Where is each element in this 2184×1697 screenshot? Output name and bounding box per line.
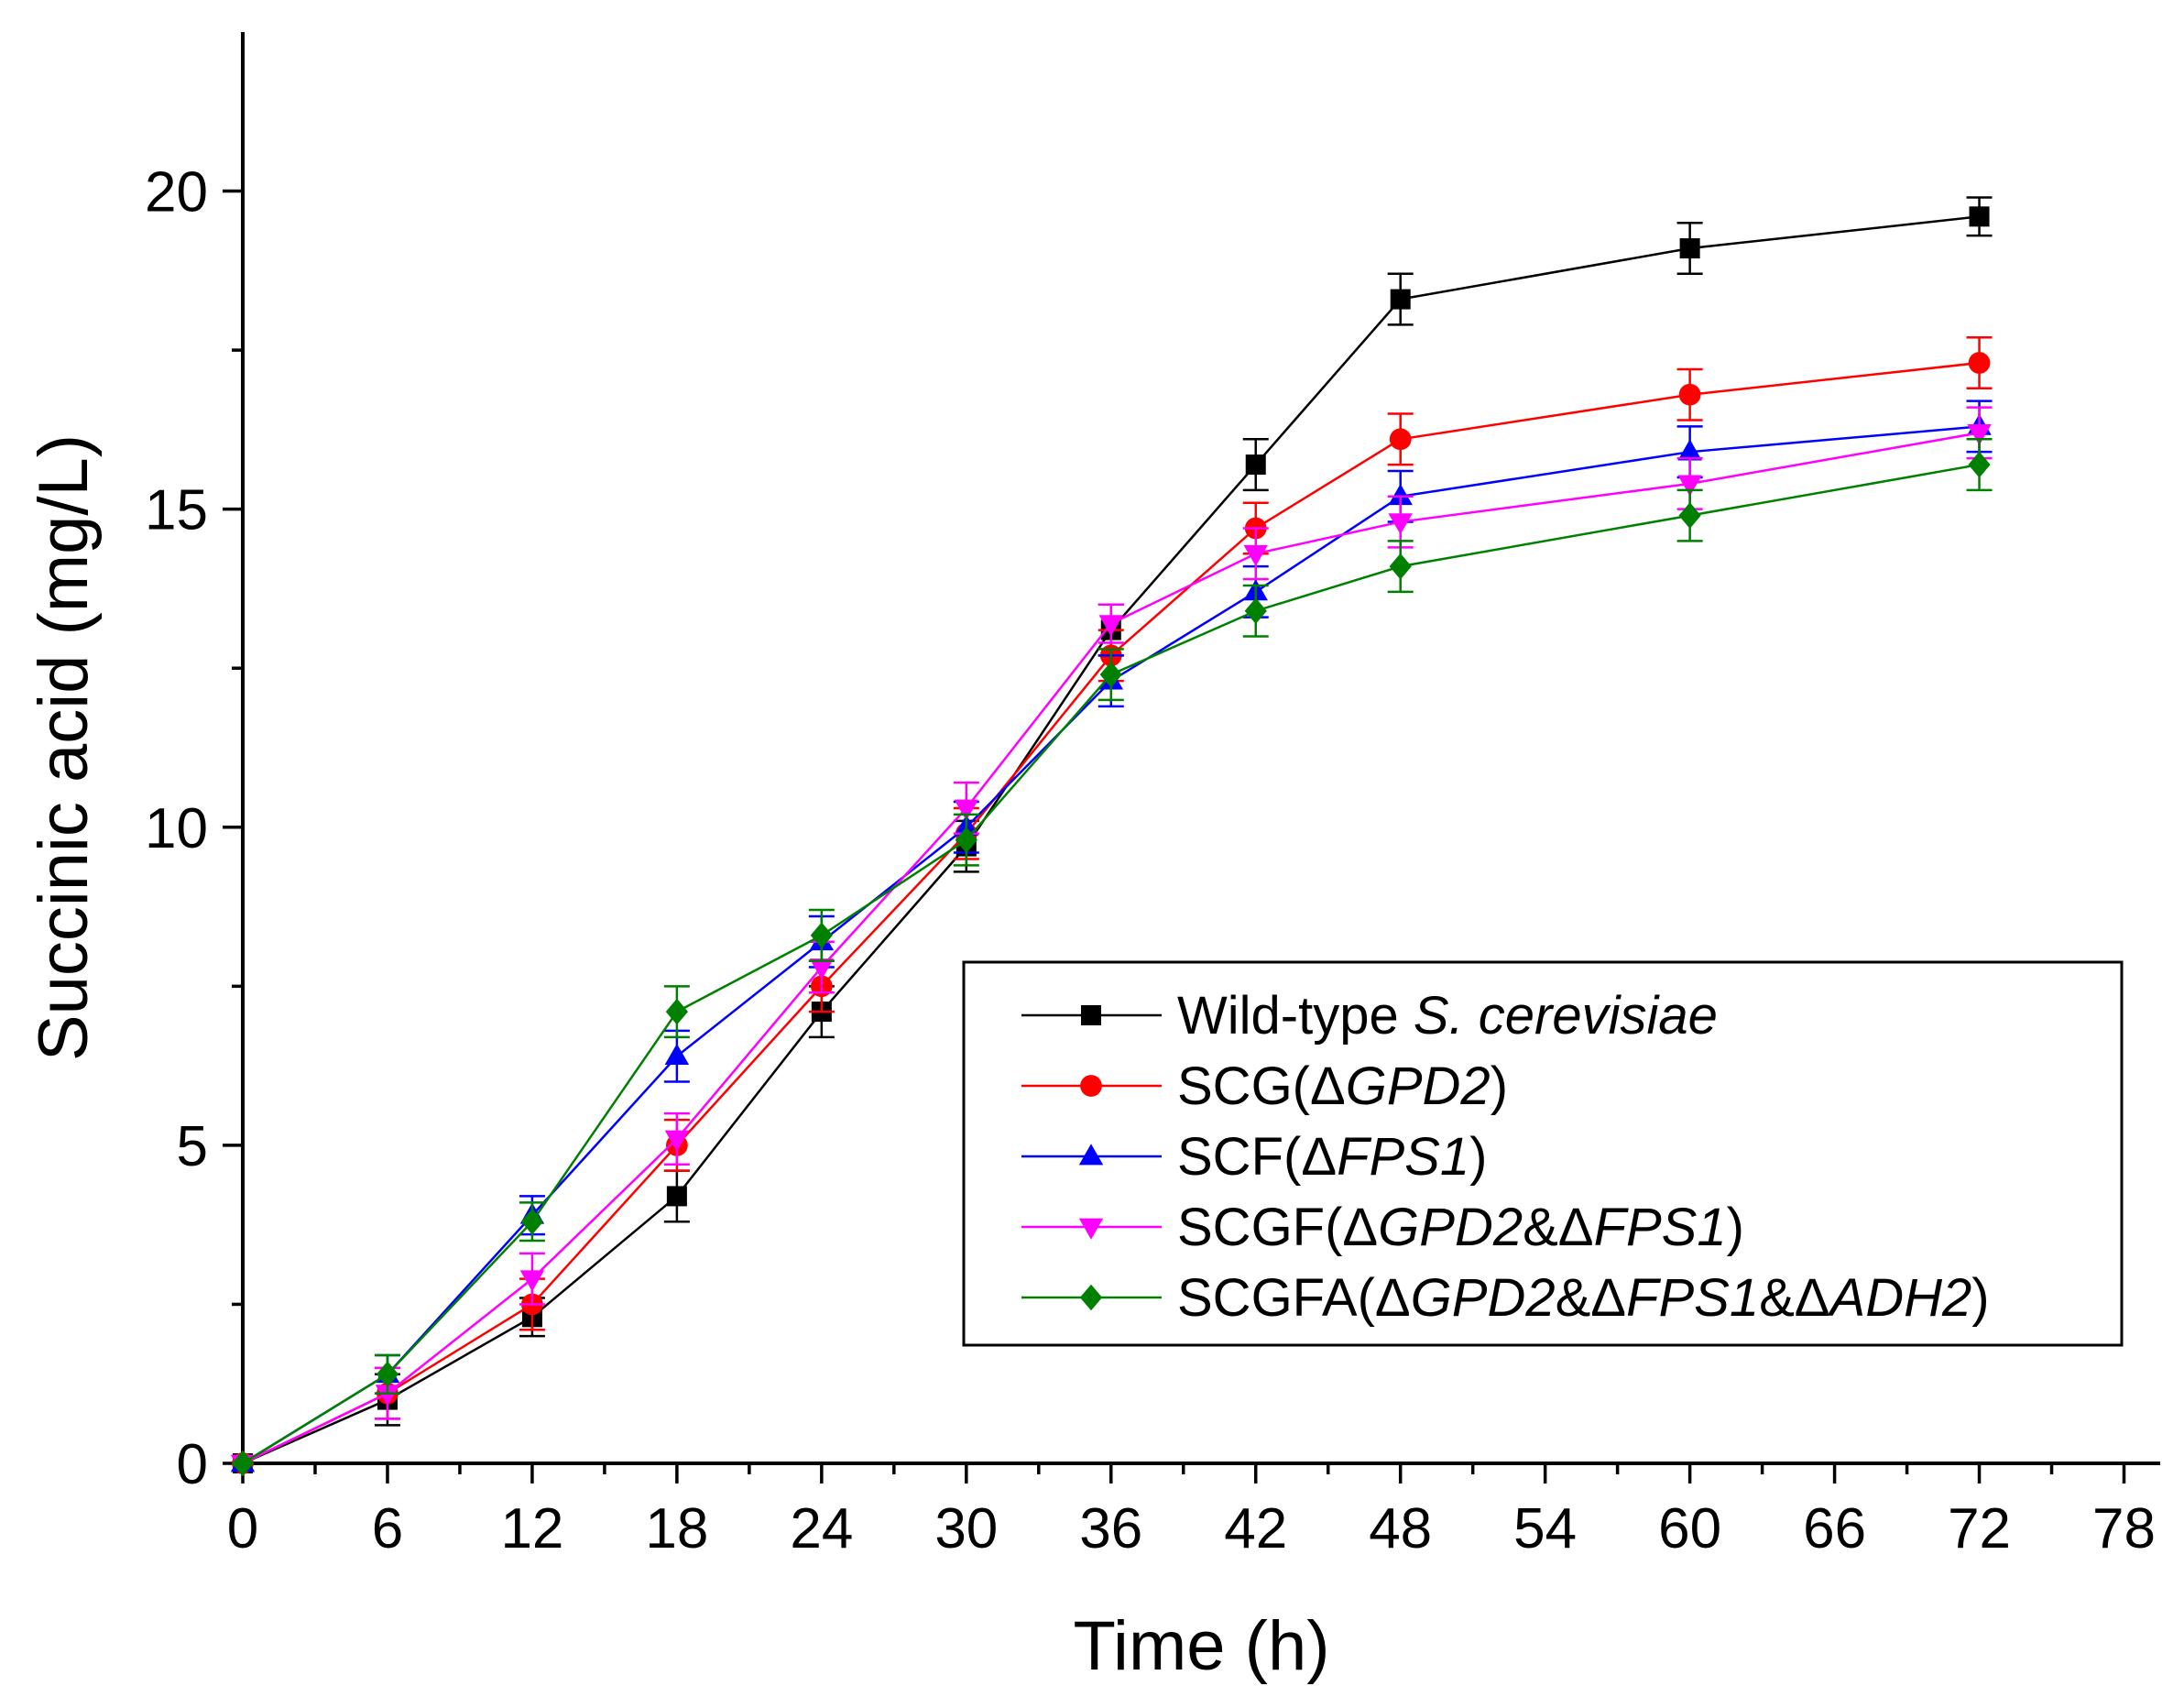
- legend-label-part: ): [1469, 1127, 1487, 1187]
- legend-label-part: S. cerevisiae: [1414, 986, 1718, 1046]
- legend-swatch-marker: [1081, 1005, 1101, 1025]
- legend-label-part: SCGFA(Δ: [1177, 1268, 1411, 1328]
- data-point: [1099, 661, 1122, 688]
- data-point: [1389, 428, 1412, 451]
- data-point: [1243, 544, 1268, 567]
- x-tick-label: 18: [645, 1497, 708, 1560]
- x-tick-label: 48: [1369, 1497, 1432, 1560]
- y-axis-title: Succinic acid (mg/L): [25, 434, 103, 1061]
- y-tick-label: 0: [177, 1433, 208, 1496]
- data-point: [1388, 513, 1413, 535]
- data-point: [1677, 475, 1702, 497]
- legend-label-part: GPD2: [1346, 1057, 1491, 1116]
- x-tick-label: 36: [1079, 1497, 1142, 1560]
- data-point: [810, 922, 833, 949]
- x-tick-label: 72: [1948, 1497, 2011, 1560]
- data-point: [1969, 206, 1990, 227]
- axes: 0 6 12 18 24 30 36 42 48 54 60 66 72 78 0 5 10 15 20: [145, 32, 2160, 1560]
- data-point: [1967, 424, 1992, 446]
- data-point: [665, 998, 688, 1025]
- legend-label-part: SCG(Δ: [1177, 1057, 1346, 1116]
- x-tick-label: 66: [1803, 1497, 1866, 1560]
- data-point: [1968, 352, 1991, 374]
- legend-swatch-marker: [1078, 1144, 1104, 1166]
- legend-label-part: ): [1971, 1268, 1989, 1328]
- data-point: [375, 1385, 400, 1407]
- legend-label: SCF(ΔFPS1): [1177, 1127, 1487, 1187]
- legend-swatch-marker: [1078, 1218, 1104, 1240]
- data-point: [1678, 502, 1701, 529]
- y-tick-label: 10: [145, 797, 208, 860]
- data-point: [664, 1130, 690, 1152]
- data-point: [1679, 238, 1700, 259]
- data-point: [809, 958, 835, 980]
- legend-entry: SCG(ΔGPD2): [1021, 1057, 1508, 1116]
- data-point: [519, 1270, 545, 1292]
- x-tick-label: 60: [1658, 1497, 1721, 1560]
- x-tick-label: 24: [790, 1497, 853, 1560]
- y-tick-label: 5: [177, 1115, 208, 1178]
- x-tick-label: 0: [227, 1497, 258, 1560]
- data-point: [520, 1208, 544, 1235]
- legend-label-part: FPS1: [1594, 1198, 1727, 1257]
- legend-label-part: GPD2: [1378, 1198, 1523, 1257]
- legend-label-part: &Δ: [1556, 1268, 1626, 1328]
- legend-label-part: GPD2: [1411, 1268, 1556, 1328]
- legend-entry: SCGF(ΔGPD2&ΔFPS1): [1021, 1198, 1744, 1257]
- legend-label-part: ): [1727, 1198, 1744, 1257]
- data-point: [955, 827, 977, 853]
- data-point: [1968, 451, 1991, 478]
- data-point: [231, 1450, 255, 1477]
- legend-label-part: &Δ: [1523, 1198, 1593, 1257]
- plot-area: [230, 196, 1993, 1477]
- legend-swatch-marker: [1080, 1075, 1102, 1097]
- data-point: [1245, 454, 1266, 476]
- legend-label: SCGF(ΔGPD2&ΔFPS1): [1177, 1198, 1744, 1257]
- legend-label: SCG(ΔGPD2): [1177, 1057, 1508, 1116]
- legend-label-part: ADH2: [1828, 1268, 1972, 1328]
- data-point: [1388, 484, 1413, 506]
- data-point: [664, 1043, 690, 1066]
- legend-label-part: Wild-type: [1177, 986, 1414, 1046]
- x-tick-label: 42: [1224, 1497, 1287, 1560]
- legend-label-part: ): [1491, 1057, 1508, 1116]
- legend-swatch-marker: [1079, 1284, 1103, 1311]
- x-tick-label: 30: [934, 1497, 998, 1560]
- legend: Wild-type S. cerevisiaeSCG(ΔGPD2)SCF(ΔFP…: [962, 960, 2124, 1347]
- legend-label-part: SCGF(Δ: [1177, 1198, 1378, 1257]
- data-point: [954, 799, 979, 821]
- y-tick-label: 20: [145, 161, 208, 224]
- data-point: [1389, 553, 1412, 580]
- data-point: [666, 1186, 687, 1207]
- legend-label: Wild-type S. cerevisiae: [1177, 986, 1718, 1046]
- legend-entry: SCGFA(ΔGPD2&ΔFPS1&ΔADH2): [1021, 1268, 1990, 1328]
- x-axis-title: Time (h): [1073, 1607, 1329, 1685]
- data-point: [1244, 597, 1267, 625]
- x-ticks: 0 6 12 18 24 30 36 42 48 54 60 66 72 78: [227, 1463, 2156, 1560]
- y-tick-label: 15: [145, 479, 208, 542]
- legend-box: [962, 960, 2124, 1347]
- x-tick-label: 12: [500, 1497, 563, 1560]
- x-tick-label: 6: [372, 1497, 403, 1560]
- y-ticks: 0 5 10 15 20: [145, 161, 243, 1496]
- data-point: [376, 1361, 399, 1388]
- x-tick-label: 54: [1513, 1497, 1577, 1560]
- legend-entry: Wild-type S. cerevisiae: [1021, 986, 1718, 1046]
- data-point: [1677, 439, 1702, 461]
- data-point: [1390, 289, 1411, 310]
- legend-label-part: FPS1: [1626, 1268, 1759, 1328]
- legend-entry: SCF(ΔFPS1): [1021, 1127, 1487, 1187]
- x-tick-label: 78: [2092, 1497, 2156, 1560]
- legend-label-part: FPS1: [1337, 1127, 1469, 1187]
- legend-label-part: SCF(Δ: [1177, 1127, 1337, 1187]
- data-point: [1098, 615, 1123, 637]
- series-5: [231, 438, 1993, 1477]
- legend-label-part: &Δ: [1759, 1268, 1829, 1328]
- legend-label: SCGFA(ΔGPD2&ΔFPS1&ΔADH2): [1177, 1268, 1990, 1328]
- data-point: [1678, 383, 1701, 406]
